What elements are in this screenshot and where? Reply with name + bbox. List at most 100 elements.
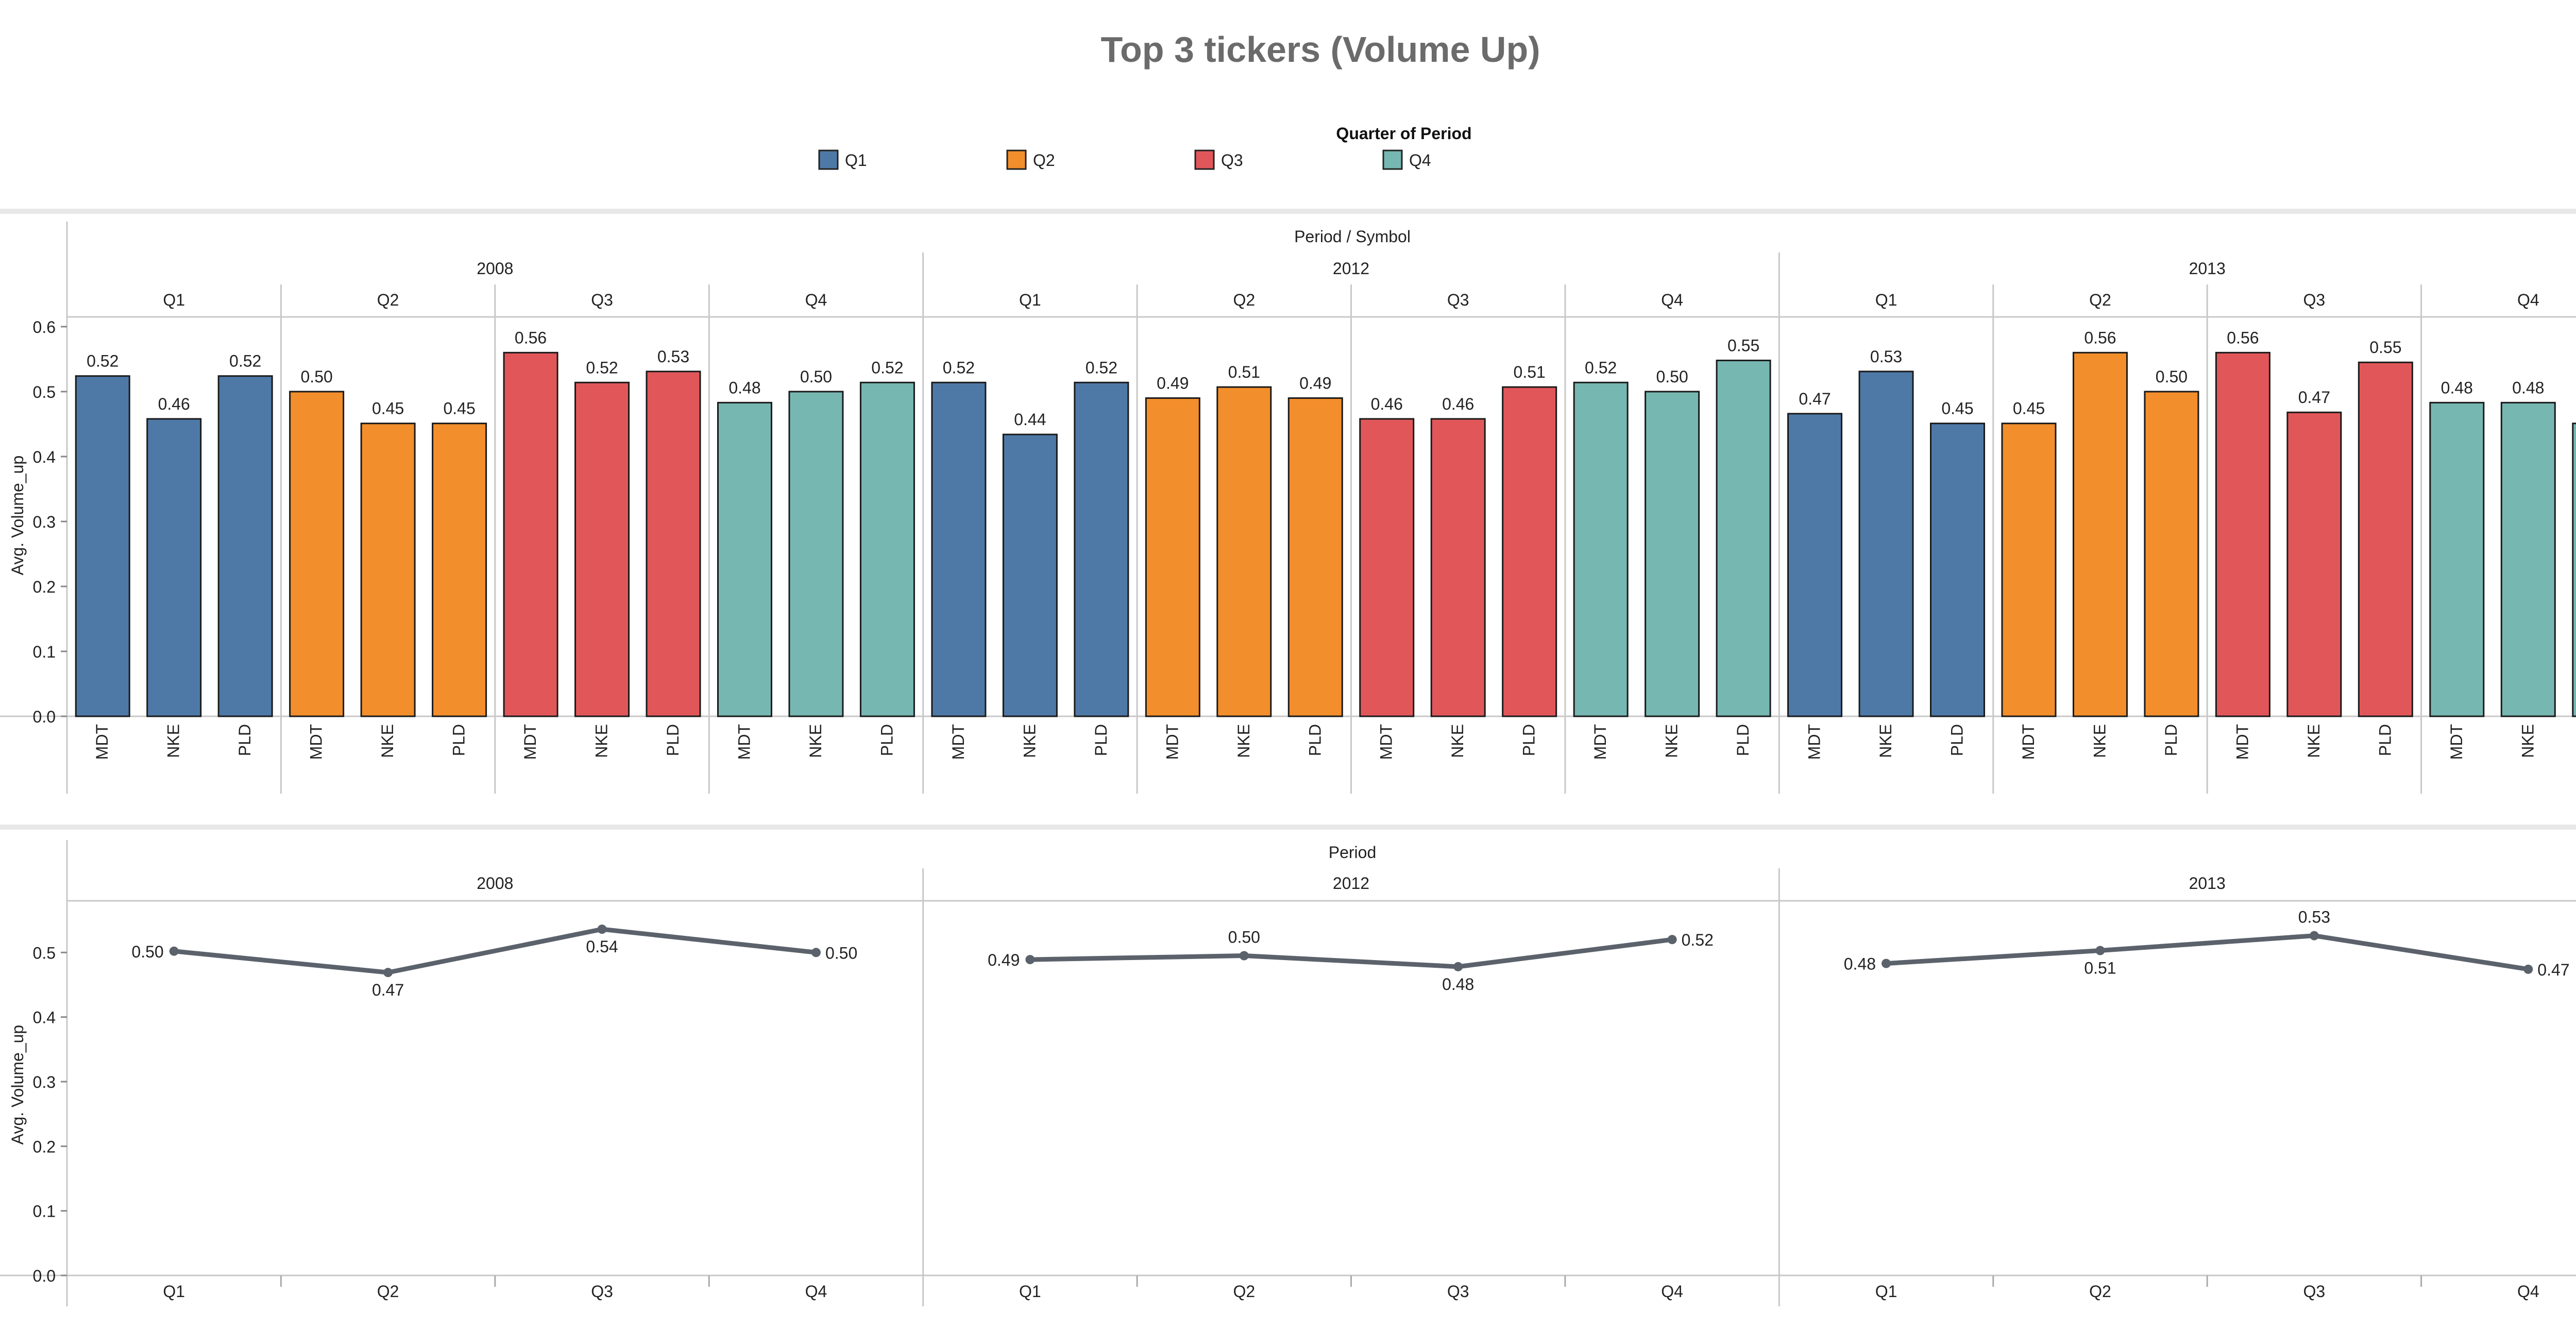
bar-value-label: 0.46 <box>1371 395 1403 413</box>
symbol-tick-label: MDT <box>2447 724 2466 760</box>
symbol-tick-label: PLD <box>450 724 468 756</box>
symbol-tick-label: PLD <box>1092 724 1110 756</box>
bar-value-label: 0.50 <box>800 367 832 386</box>
bar-2013-q2-pld <box>2144 391 2199 717</box>
bar-header-label: Period / Symbol <box>1294 227 1411 246</box>
quarter-header-2008-q4: Q4 <box>805 291 827 309</box>
line-value-label: 0.50 <box>825 944 857 962</box>
bar-2013-q2-mdt <box>2001 423 2057 717</box>
line-series-2008 <box>174 927 817 975</box>
bar-value-label: 0.45 <box>2013 399 2045 418</box>
line-x-tick-label: Q3 <box>2303 1282 2326 1301</box>
quarter-header-2008-q3: Q3 <box>591 291 613 309</box>
symbol-tick-label: MDT <box>949 724 968 760</box>
bar-value-label: 0.55 <box>1727 336 1759 355</box>
bar-value-label: 0.52 <box>87 352 118 371</box>
line-y-axis-title: Avg. Volume_up <box>8 1025 27 1145</box>
symbol-tick-label: NKE <box>1020 724 1039 758</box>
bar-value-label: 0.45 <box>372 399 404 418</box>
bar-value-label: 0.56 <box>2084 328 2116 347</box>
line-value-label: 0.51 <box>2084 959 2116 978</box>
line-x-tick-label: Q4 <box>2517 1282 2539 1301</box>
legend-title: Quarter of Period <box>1336 124 1471 143</box>
bar-value-label: 0.50 <box>2156 367 2188 386</box>
bar-2012-q3-mdt <box>1359 418 1415 717</box>
bar-value-label: 0.48 <box>728 378 760 397</box>
line-point <box>1239 951 1249 961</box>
legend: Quarter of Period Q1 Q2 Q3 Q4 <box>818 124 1472 170</box>
bar-value-label: 0.52 <box>943 358 975 377</box>
bar-2008-q3-mdt <box>503 351 558 717</box>
symbol-tick-label: NKE <box>164 724 183 758</box>
line-value-label: 0.53 <box>2298 908 2330 927</box>
line-y-tick-label: 0.2 <box>33 1137 56 1156</box>
bar-value-label: 0.51 <box>1228 363 1260 381</box>
symbol-tick-label: MDT <box>735 724 753 760</box>
line-point <box>2309 931 2319 940</box>
symbol-tick-label: NKE <box>1234 724 1253 758</box>
bar-2012-q2-pld <box>1287 397 1343 717</box>
line-point <box>169 946 179 956</box>
bar-value-label: 0.49 <box>1299 374 1331 393</box>
bar-2013-q1-nke <box>1858 371 1914 717</box>
line-x-tick-label: Q3 <box>591 1282 613 1301</box>
legend-swatch-q3 <box>1194 149 1215 170</box>
bar-value-label: 0.45 <box>1941 399 1973 418</box>
bar-value-label: 0.50 <box>301 367 333 386</box>
bar-2012-q1-pld <box>1074 381 1129 717</box>
bar-2012-q4-mdt <box>1573 381 1629 717</box>
symbol-tick-label: PLD <box>1520 724 1538 756</box>
bar-value-label: 0.53 <box>1870 347 1902 366</box>
bar-y-tick-label: 0.3 <box>33 513 56 531</box>
bar-2012-q3-pld <box>1502 386 1557 717</box>
bar-2008-q1-nke <box>146 418 202 717</box>
panel-divider-bottom <box>0 825 2576 830</box>
year-header-2008: 2008 <box>477 259 513 278</box>
legend-swatch-q1 <box>818 149 839 170</box>
symbol-tick-label: PLD <box>1306 724 1324 756</box>
bar-y-tick-label: 0.0 <box>33 708 56 726</box>
bar-2013-q4-pld <box>2572 423 2576 717</box>
bar-y-tick-label: 0.6 <box>33 318 56 337</box>
line-point <box>811 948 821 957</box>
legend-swatch-q4 <box>1382 149 1403 170</box>
bar-2008-q4-nke <box>788 391 844 717</box>
line-y-tick-label: 0.4 <box>33 1008 56 1027</box>
bar-value-label: 0.46 <box>158 395 190 413</box>
symbol-tick-label: MDT <box>2019 724 2038 760</box>
bar-y-tick-label: 0.4 <box>33 448 56 466</box>
line-point <box>1667 935 1677 945</box>
line-y-tick-label: 0.3 <box>33 1073 56 1091</box>
symbol-tick-label: NKE <box>1663 724 1681 758</box>
quarter-header-2013-q4: Q4 <box>2517 291 2539 309</box>
bar-value-label: 0.47 <box>2298 388 2330 407</box>
line-point <box>383 968 393 978</box>
bar-value-label: 0.56 <box>515 328 547 347</box>
symbol-tick-label: PLD <box>664 724 682 756</box>
bar-value-label: 0.44 <box>1014 410 1046 429</box>
bar-2013-q4-nke <box>2500 401 2556 717</box>
symbol-tick-label: MDT <box>93 724 111 760</box>
bar-y-axis-title: Avg. Volume_up <box>8 456 27 575</box>
line-year-header-2008: 2008 <box>477 874 513 893</box>
bar-value-label: 0.48 <box>2512 378 2544 397</box>
line-x-tick-label: Q2 <box>1233 1282 1255 1301</box>
line-header-label: Period <box>1329 843 1377 862</box>
line-point <box>1882 959 1891 968</box>
bar-value-label: 0.49 <box>1157 374 1189 393</box>
line-y-tick-label: 0.1 <box>33 1202 56 1221</box>
bar-y-tick-label: 0.5 <box>33 383 56 401</box>
symbol-tick-label: PLD <box>2376 724 2394 756</box>
bar-2012-q2-nke <box>1216 386 1272 717</box>
panel-divider-top <box>0 209 2576 214</box>
chart-title: Top 3 tickers (Volume Up) <box>1100 29 1540 70</box>
line-x-tick-label: Q3 <box>1447 1282 1469 1301</box>
line-year-header-2013: 2013 <box>2189 874 2226 893</box>
bar-2008-q4-mdt <box>717 401 772 717</box>
bar-2012-q4-pld <box>1716 359 1771 717</box>
symbol-tick-label: MDT <box>1377 724 1396 760</box>
line-series-2013 <box>1886 933 2529 972</box>
bar-2013-q3-pld <box>2358 361 2413 717</box>
line-y-tick-label: 0.5 <box>33 944 56 962</box>
bar-value-label: 0.51 <box>1514 363 1546 381</box>
